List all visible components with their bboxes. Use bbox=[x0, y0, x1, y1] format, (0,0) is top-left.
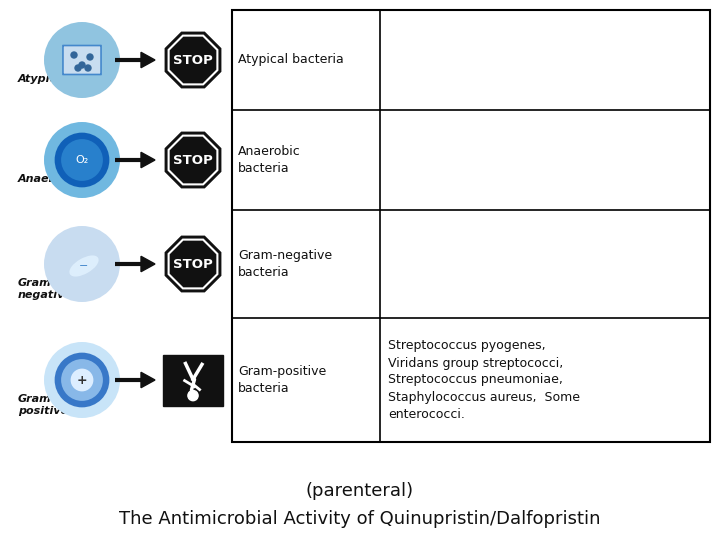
Text: Atypical: Atypical bbox=[18, 74, 68, 84]
Text: Anaerobic
bacteria: Anaerobic bacteria bbox=[238, 145, 301, 175]
Circle shape bbox=[55, 133, 109, 187]
Text: (parenteral): (parenteral) bbox=[306, 482, 414, 500]
Text: Atypical bacteria: Atypical bacteria bbox=[238, 53, 343, 66]
Polygon shape bbox=[166, 237, 221, 292]
Text: Gram-negative
bacteria: Gram-negative bacteria bbox=[238, 249, 332, 279]
Text: Streptococcus pyogenes,
Viridans group streptococci,
Streptococcus pneumoniae,
S: Streptococcus pyogenes, Viridans group s… bbox=[388, 340, 580, 421]
FancyBboxPatch shape bbox=[63, 45, 101, 75]
Polygon shape bbox=[141, 372, 155, 388]
Text: STOP: STOP bbox=[173, 53, 213, 66]
Text: STOP: STOP bbox=[173, 258, 213, 271]
Text: −: − bbox=[79, 261, 89, 271]
Bar bbox=[232, 10, 710, 442]
Circle shape bbox=[85, 65, 91, 71]
Polygon shape bbox=[141, 256, 155, 272]
Text: O₂: O₂ bbox=[76, 155, 89, 165]
Ellipse shape bbox=[71, 256, 98, 275]
Circle shape bbox=[71, 52, 77, 58]
Polygon shape bbox=[166, 132, 221, 188]
Text: Anaerobes: Anaerobes bbox=[18, 174, 85, 184]
Circle shape bbox=[61, 359, 103, 401]
Polygon shape bbox=[141, 152, 155, 168]
Circle shape bbox=[44, 342, 120, 418]
Circle shape bbox=[71, 369, 94, 392]
Text: Gram-positive
bacteria: Gram-positive bacteria bbox=[238, 365, 326, 395]
Circle shape bbox=[79, 62, 85, 68]
Circle shape bbox=[44, 22, 120, 98]
Circle shape bbox=[61, 139, 103, 181]
Circle shape bbox=[75, 65, 81, 71]
Polygon shape bbox=[141, 52, 155, 68]
Circle shape bbox=[55, 353, 109, 407]
Text: +: + bbox=[77, 374, 87, 387]
Circle shape bbox=[44, 122, 120, 198]
Circle shape bbox=[188, 390, 198, 401]
Circle shape bbox=[44, 226, 120, 302]
Text: Gram-
positive: Gram- positive bbox=[18, 394, 68, 416]
Polygon shape bbox=[166, 32, 221, 87]
Circle shape bbox=[87, 54, 93, 60]
Text: STOP: STOP bbox=[173, 153, 213, 166]
Text: The Antimicrobial Activity of Quinupristin/Dalfopristin: The Antimicrobial Activity of Quinuprist… bbox=[120, 510, 600, 528]
Text: Gram-
negative: Gram- negative bbox=[18, 278, 73, 300]
Bar bbox=[163, 354, 223, 406]
